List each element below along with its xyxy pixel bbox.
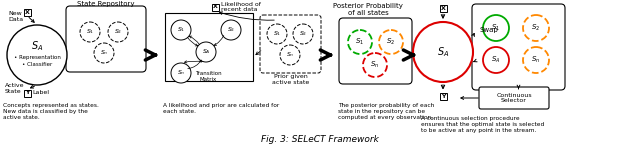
- Text: X: X: [24, 9, 29, 15]
- Text: $S_2$: $S_2$: [227, 26, 235, 34]
- Text: X: X: [440, 5, 445, 11]
- Text: $S_n$: $S_n$: [371, 60, 380, 70]
- Text: Likelihood of
recent data: Likelihood of recent data: [221, 2, 261, 12]
- Circle shape: [523, 15, 549, 41]
- Text: $S_1$: $S_1$: [273, 30, 281, 38]
- Bar: [165, 13, 253, 81]
- Text: X: X: [212, 4, 218, 9]
- Text: A continuous selection procedure
ensures that the optimal state is selected
to b: A continuous selection procedure ensures…: [421, 116, 544, 133]
- Text: Concepts represented as states.
New data is classified by the
active state.: Concepts represented as states. New data…: [3, 103, 99, 120]
- Circle shape: [483, 15, 509, 41]
- Bar: [24, 8, 31, 16]
- Text: Fig. 3: SELeCT Framework: Fig. 3: SELeCT Framework: [261, 135, 379, 144]
- Circle shape: [108, 22, 128, 42]
- Text: $S_2$: $S_2$: [114, 28, 122, 36]
- Text: $S_1$: $S_1$: [492, 23, 500, 33]
- Circle shape: [363, 53, 387, 77]
- FancyBboxPatch shape: [472, 4, 565, 90]
- Text: $S_2$: $S_2$: [387, 37, 396, 47]
- Text: Swap: Swap: [479, 27, 499, 33]
- Text: New
Data: New Data: [8, 11, 23, 22]
- Text: $S_A$: $S_A$: [31, 39, 43, 53]
- FancyBboxPatch shape: [479, 87, 549, 109]
- Circle shape: [94, 43, 114, 63]
- Circle shape: [221, 20, 241, 40]
- Text: $S_1$: $S_1$: [86, 28, 94, 36]
- Circle shape: [348, 30, 372, 54]
- FancyBboxPatch shape: [260, 15, 321, 73]
- FancyBboxPatch shape: [339, 18, 412, 84]
- Text: Y: Y: [441, 94, 445, 99]
- Text: $S_2$: $S_2$: [299, 30, 307, 38]
- Circle shape: [280, 45, 300, 65]
- Bar: [211, 4, 218, 11]
- Text: Continuous
Selector: Continuous Selector: [496, 93, 532, 103]
- Circle shape: [413, 22, 473, 82]
- Text: Y: Y: [25, 90, 29, 95]
- Circle shape: [171, 20, 191, 40]
- Text: $S_n$: $S_n$: [531, 55, 541, 65]
- Text: $S_n$: $S_n$: [100, 49, 108, 57]
- Text: $S_n$: $S_n$: [177, 69, 185, 77]
- FancyBboxPatch shape: [66, 6, 146, 72]
- Text: • Classifier: • Classifier: [22, 62, 52, 66]
- Bar: [440, 92, 447, 99]
- Text: State Repository: State Repository: [77, 1, 135, 7]
- Text: Prior given
active state: Prior given active state: [272, 74, 309, 85]
- Circle shape: [267, 24, 287, 44]
- Bar: [24, 90, 31, 96]
- Text: $S_2$: $S_2$: [531, 23, 541, 33]
- Text: $S_1$: $S_1$: [355, 37, 365, 47]
- Circle shape: [379, 30, 403, 54]
- Circle shape: [196, 42, 216, 62]
- Text: Transition
Matrix: Transition Matrix: [195, 71, 221, 82]
- Text: The posterior probability of each
state in the repository can be
computed at eve: The posterior probability of each state …: [338, 103, 435, 120]
- Circle shape: [523, 47, 549, 73]
- Circle shape: [7, 25, 67, 85]
- Text: Label: Label: [32, 90, 49, 95]
- Text: Active
State: Active State: [5, 83, 24, 94]
- Text: $S_n$: $S_n$: [286, 51, 294, 59]
- Text: $S_A$: $S_A$: [202, 48, 211, 56]
- Circle shape: [171, 63, 191, 83]
- Text: Posterior Probability
of all states: Posterior Probability of all states: [333, 3, 403, 16]
- Text: $S_A$: $S_A$: [437, 45, 449, 59]
- Bar: [440, 4, 447, 12]
- Text: A likelihood and prior are calculated for
each state.: A likelihood and prior are calculated fo…: [163, 103, 279, 114]
- Circle shape: [483, 47, 509, 73]
- Circle shape: [80, 22, 100, 42]
- Text: $S_1$: $S_1$: [177, 26, 185, 34]
- Circle shape: [293, 24, 313, 44]
- Text: $S_A$: $S_A$: [492, 55, 500, 65]
- Text: • Representation: • Representation: [13, 54, 60, 59]
